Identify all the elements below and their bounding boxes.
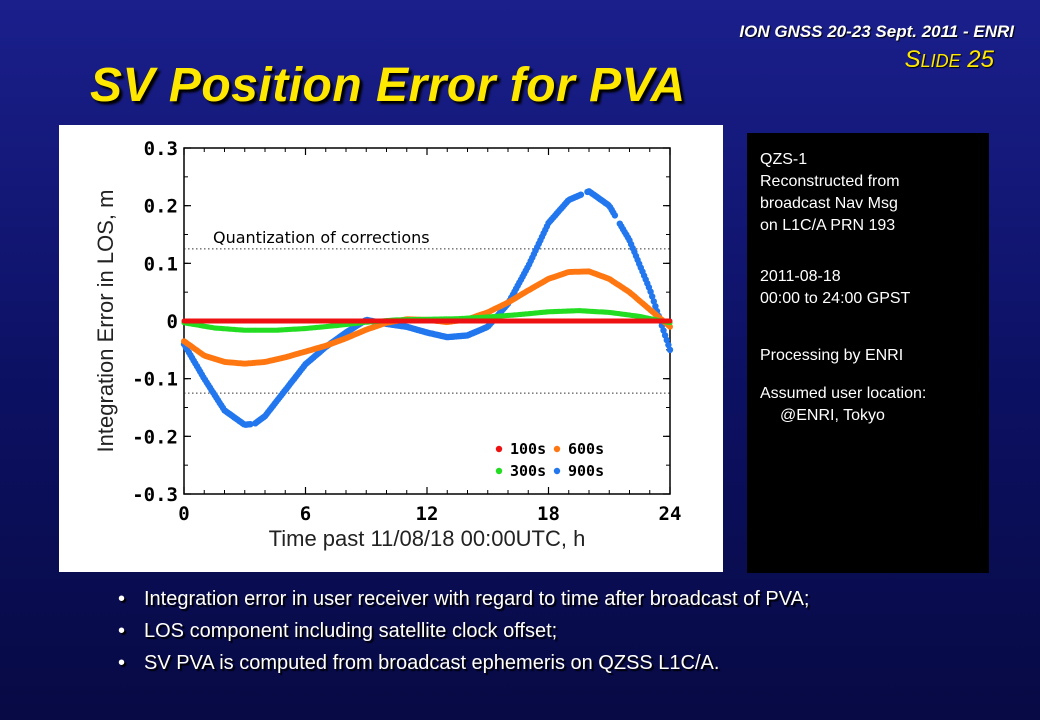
- info-line: Processing by ENRI: [760, 347, 904, 364]
- x-tick-label: 24: [659, 503, 682, 525]
- bullet-dot: •: [118, 652, 126, 674]
- slide-prefix-initial: S: [904, 46, 921, 73]
- legend-marker: [553, 467, 561, 475]
- y-axis-label: Integration Error in LOS, m: [93, 190, 118, 453]
- info-block1: QZS-1 Reconstructed from broadcast Nav Msg…: [760, 149, 900, 237]
- bullet-list: • Integration error in user receiver with…: [118, 586, 810, 682]
- x-tick-label: 12: [416, 503, 439, 525]
- y-tick-label: -0.1: [132, 369, 178, 391]
- info-block4: Assumed user location: @ENRI, Tokyo: [760, 383, 926, 427]
- legend-label: 900s: [568, 462, 604, 480]
- series-600s: [181, 268, 673, 367]
- bullet-item: • LOS component including satellite clock…: [118, 618, 810, 650]
- bullet-text: LOS component including satellite clock …: [144, 620, 558, 642]
- data-point: [663, 336, 670, 344]
- info-line: QZS-1: [760, 151, 808, 168]
- data-point: [611, 212, 619, 219]
- info-line: on L1C/A PRN 193: [760, 217, 896, 234]
- chart-panel: 0 6 12 18 24 0.3 0.2 0.1 0 -0.1 -0.2 -0.3 Time past …: [59, 125, 723, 572]
- data-point: [247, 421, 254, 428]
- data-point: [647, 288, 654, 295]
- annotation-label: Quantization of corrections: [213, 228, 430, 247]
- chart: 0 6 12 18 24 0.3 0.2 0.1 0 -0.1 -0.2 -0.3 Time past …: [93, 138, 682, 551]
- info-line: @ENRI, Tokyo: [780, 407, 885, 424]
- bullet-item: • SV PVA is computed from broadcast ephem…: [118, 650, 810, 682]
- info-block2: 2011-08-18 00:00 to 24:00 GPST: [760, 266, 910, 310]
- x-tick-label: 18: [537, 503, 560, 525]
- y-tick-label: 0: [167, 311, 178, 333]
- y-tick-label: 0.3: [144, 138, 178, 160]
- data-point: [667, 323, 673, 330]
- info-panel: QZS-1 Reconstructed from broadcast Nav Msg…: [747, 133, 989, 573]
- data-point: [652, 303, 659, 310]
- slide-prefix-rest: LIDE: [920, 51, 961, 71]
- y-tick-label: -0.3: [132, 484, 178, 506]
- y-tick-label: 0.1: [144, 253, 178, 275]
- y-tick-label: 0.2: [144, 196, 178, 218]
- x-tick-label: 6: [300, 503, 311, 525]
- conference-label: ION GNSS 20-23 Sept. 2011 - ENRI: [739, 22, 1014, 41]
- info-line: 2011-08-18: [760, 268, 841, 285]
- data-point: [666, 346, 674, 353]
- bullet-item: • Integration error in user receiver with…: [118, 586, 810, 618]
- legend-label: 600s: [568, 440, 604, 458]
- legend-marker: [553, 445, 561, 453]
- y-tick-label: -0.2: [132, 426, 178, 448]
- info-line: 00:00 to 24:00 GPST: [760, 290, 911, 307]
- bullet-text: Integration error in user receiver with …: [144, 588, 810, 610]
- info-line: broadcast Nav Msg: [760, 195, 898, 212]
- legend-marker: [495, 445, 503, 453]
- data-point: [661, 332, 669, 339]
- slide-title: SV Position Error for PVA: [90, 59, 686, 112]
- slide-number: SLIDE 25: [905, 46, 994, 74]
- data-point: [649, 293, 656, 300]
- bullet-dot: •: [118, 588, 126, 610]
- bullet-text: SV PVA is computed from broadcast epheme…: [144, 652, 720, 674]
- bullet-dot: •: [118, 620, 126, 642]
- legend-marker: [495, 467, 503, 475]
- info-block3: Processing by ENRI: [760, 345, 903, 367]
- info-line: Assumed user location:: [760, 385, 927, 402]
- slide-number-value: 25: [967, 46, 994, 73]
- x-axis-label: Time past 11/08/18 00:00UTC, h: [269, 526, 586, 551]
- series-900s: [180, 188, 674, 428]
- legend-label: 300s: [510, 462, 546, 480]
- info-line: Reconstructed from: [760, 173, 900, 190]
- legend-label: 100s: [510, 440, 546, 458]
- data-point: [650, 298, 657, 305]
- x-tick-label: 0: [178, 503, 189, 525]
- data-point: [577, 191, 585, 198]
